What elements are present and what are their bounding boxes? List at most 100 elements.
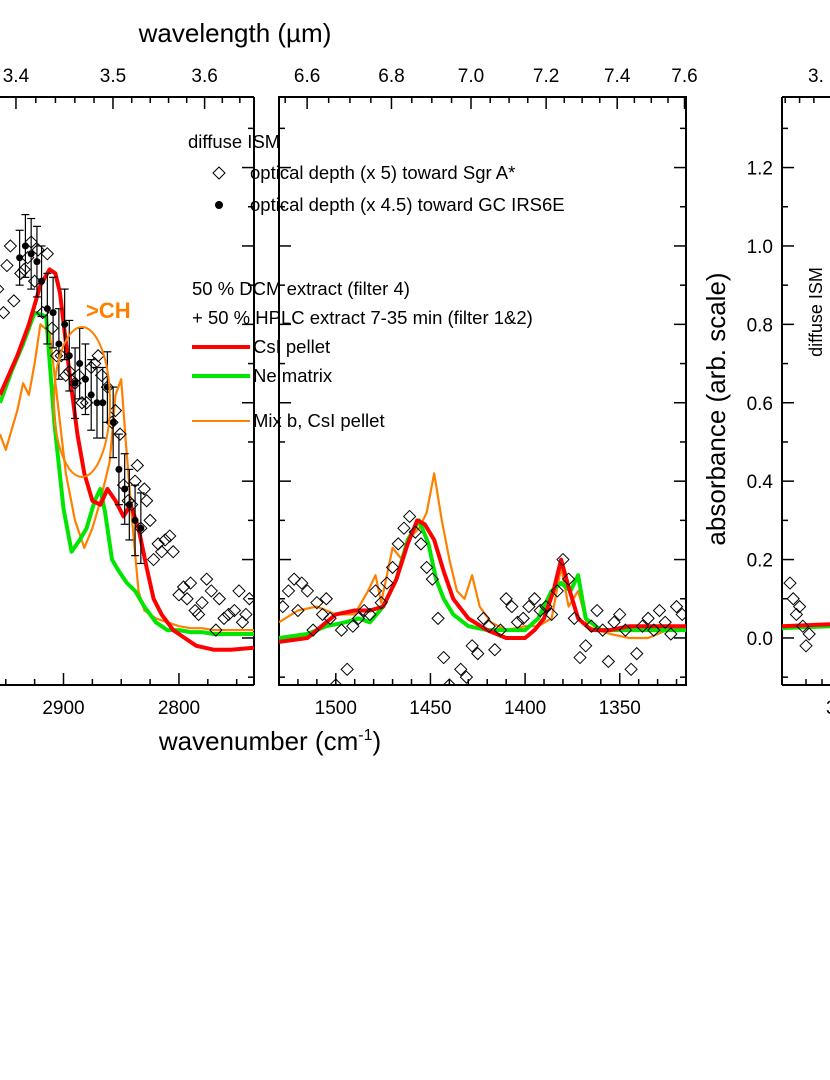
point-sgr-panel1 xyxy=(146,552,161,567)
top-axis-title: wavelength (µm) xyxy=(138,18,332,48)
point-sgr-panel2 xyxy=(488,643,502,657)
point-irs-panel1 xyxy=(81,375,89,383)
axis-ticks xyxy=(5,97,823,685)
point-irs-panel1 xyxy=(76,360,84,368)
panel2-top-tick-label: 7.2 xyxy=(533,66,559,87)
point-sgr-panel2 xyxy=(601,654,616,669)
point-sgr-panel1 xyxy=(154,545,169,559)
bottom-axis-title-main: wavenumber (cm xyxy=(158,726,358,756)
panel2-top-tick-label: 7.0 xyxy=(458,66,484,87)
point-sgr-panel2 xyxy=(465,639,479,653)
point-sgr-panel2 xyxy=(374,595,388,610)
legend-header-diffuse-ism: diffuse ISM xyxy=(188,131,280,152)
point-sgr-panel2 xyxy=(641,611,655,626)
point-irs-panel1 xyxy=(121,485,129,493)
point-sgr-panel2 xyxy=(363,607,377,622)
point-irs-panel1 xyxy=(137,524,145,532)
point-sgr-panel2 xyxy=(476,611,491,626)
point-sgr-panel1 xyxy=(49,349,64,363)
point-irs-panel1 xyxy=(43,305,51,313)
point-sgr-panel1 xyxy=(0,284,5,294)
point-sgr-panel1 xyxy=(235,615,250,629)
point-sgr-panel2 xyxy=(613,607,627,622)
point-sgr-panel2 xyxy=(442,678,457,685)
point-sgr-panel2 xyxy=(624,662,638,677)
point-sgr-panel1 xyxy=(221,607,236,622)
y-tick-label: 1.0 xyxy=(747,237,773,258)
panel2-top-tick-label: 7.4 xyxy=(604,66,631,87)
point-irs-panel1 xyxy=(61,320,69,328)
point-irs-panel1 xyxy=(33,258,41,266)
point-sgr-panel2 xyxy=(454,662,468,677)
point-sgr-panel2 xyxy=(300,584,315,598)
legend-marker-dot xyxy=(215,201,223,209)
bottom-axis-title: wavenumber (cm-1) xyxy=(158,726,381,756)
point-irs-panel1 xyxy=(65,352,73,360)
point-sgr-panel2 xyxy=(414,537,428,551)
panel3-bottom-tick-label: 3 xyxy=(826,698,830,719)
panel1-top-tick-label: 3.4 xyxy=(3,66,30,87)
point-sgr-panel2 xyxy=(561,572,576,586)
point-sgr-panel1 xyxy=(217,611,231,626)
ch-annotation-label: >CH xyxy=(86,298,131,323)
point-sgr-panel1 xyxy=(143,513,157,528)
y-axis-title: absorbance (arb. scale) xyxy=(701,272,731,545)
point-sgr-panel2 xyxy=(556,552,570,567)
point-sgr-panel1 xyxy=(134,521,148,535)
axis-tick-labels: 2900 2800 1500 1450 1400 1350 3 3.4 3.5 3.6 6.6 6.8… xyxy=(3,66,830,719)
point-sgr-panel1 xyxy=(195,595,209,610)
point-sgr-panel1 xyxy=(31,243,45,257)
point-sgr-panel1 xyxy=(163,529,177,543)
point-sgr-panel2 xyxy=(357,603,371,618)
point-irs-panel1 xyxy=(99,399,107,407)
point-irs-panel1 xyxy=(27,250,35,258)
point-sgr-panel2 xyxy=(419,560,434,575)
panel1-top-tick-label: 3.5 xyxy=(100,66,126,87)
point-sgr-panel3 xyxy=(789,607,804,622)
panel1-top-tick-label: 3.6 xyxy=(191,66,217,87)
legend-item-mix: Mix b, CsI pellet xyxy=(253,410,385,431)
point-sgr-panel2 xyxy=(522,599,536,614)
point-sgr-panel2 xyxy=(287,572,301,586)
point-sgr-panel3 xyxy=(783,576,797,590)
point-sgr-panel1 xyxy=(7,294,21,308)
point-sgr-panel1 xyxy=(0,305,11,320)
point-sgr-panel2 xyxy=(527,592,542,606)
point-sgr-panel2 xyxy=(578,639,593,653)
point-sgr-panel2 xyxy=(590,603,604,618)
point-sgr-panel1 xyxy=(40,247,55,261)
point-sgr-panel1 xyxy=(130,458,145,473)
series-csi-panel1 xyxy=(0,267,254,652)
point-sgr-panel2 xyxy=(630,646,644,661)
point-sgr-panel2 xyxy=(618,623,633,637)
point-sgr-panel2 xyxy=(368,584,383,598)
series-ne-panel1 xyxy=(0,310,254,636)
legend-header-hplc: + 50 % HPLC extract 7-35 min (filter 1&2… xyxy=(192,307,533,328)
point-sgr-panel2 xyxy=(351,611,366,626)
point-sgr-panel2 xyxy=(319,592,334,606)
point-sgr-panel2 xyxy=(334,623,349,637)
point-sgr-panel1 xyxy=(212,592,227,606)
point-sgr-panel2 xyxy=(459,670,474,684)
point-sgr-panel1 xyxy=(204,584,218,598)
point-sgr-panel2 xyxy=(647,623,661,637)
point-sgr-panel1 xyxy=(151,537,165,551)
point-sgr-panel1 xyxy=(180,592,194,606)
point-sgr-panel1 xyxy=(191,607,206,622)
point-sgr-panel1 xyxy=(113,427,127,441)
legend-marker-diamond xyxy=(212,166,226,180)
point-sgr-panel1 xyxy=(17,262,31,277)
point-sgr-panel2 xyxy=(567,611,582,626)
point-sgr-panel2 xyxy=(482,619,496,633)
legend-item-irs: optical depth (x 4.5) toward GC IRS6E xyxy=(250,194,565,215)
point-sgr-panel2 xyxy=(397,521,411,535)
point-sgr-panel3 xyxy=(796,619,810,633)
point-irs-panel1 xyxy=(115,465,123,473)
panel-1-frame xyxy=(0,96,255,686)
y-tick-label: 0.4 xyxy=(747,472,774,493)
point-sgr-panel1 xyxy=(45,321,59,335)
point-sgr-panel3 xyxy=(799,639,813,653)
point-sgr-panel1 xyxy=(166,545,180,559)
point-sgr-panel2 xyxy=(658,615,672,629)
